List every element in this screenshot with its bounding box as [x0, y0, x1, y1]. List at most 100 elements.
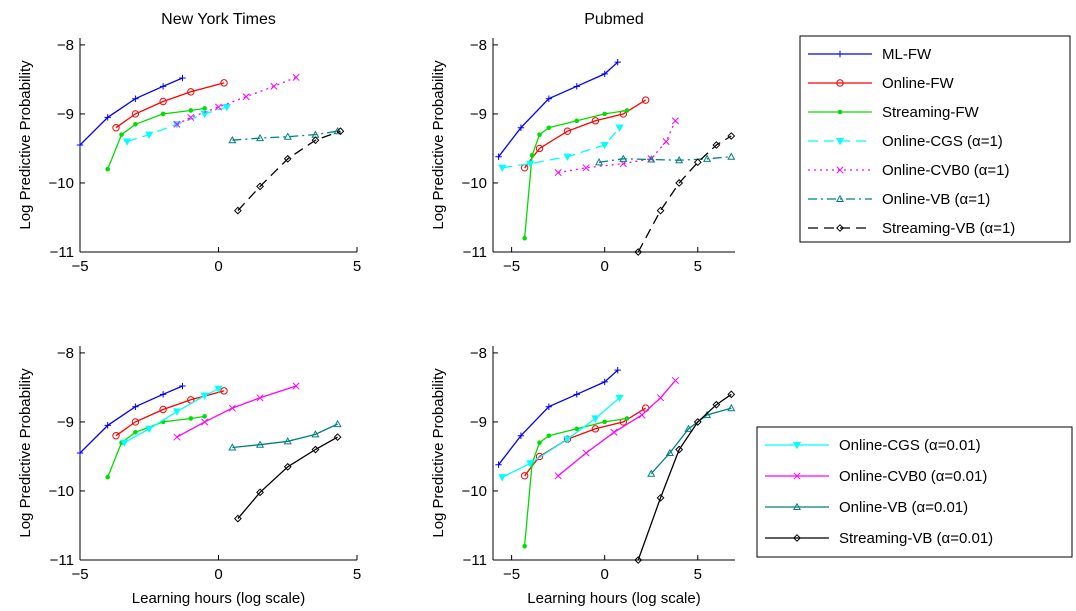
y-tick-label: −11 — [463, 244, 487, 261]
data-point — [188, 108, 194, 113]
data-point — [727, 152, 736, 160]
series-streaming-fw — [105, 106, 207, 172]
data-point — [656, 394, 665, 402]
data-point — [727, 390, 736, 399]
data-point — [591, 425, 600, 433]
series-line — [523, 417, 628, 547]
data-point — [112, 124, 120, 132]
legend-box — [756, 426, 1073, 558]
data-point — [712, 141, 721, 149]
series-line — [115, 390, 225, 437]
data-point — [123, 138, 132, 146]
data-point — [498, 164, 507, 173]
chart-title: New York Times — [161, 11, 276, 28]
data-point — [641, 404, 650, 412]
series-line — [237, 130, 341, 212]
legend-marker — [793, 472, 801, 480]
legend-marker — [837, 109, 843, 115]
y-axis-label: Log Predictive Probability — [17, 368, 34, 538]
data-point — [233, 206, 242, 215]
legend-label: Online-VB (α=0.01) — [839, 499, 968, 516]
data-point — [76, 141, 84, 149]
data-point — [675, 179, 684, 187]
series-online-cvb0-0-01 — [173, 382, 300, 441]
series-online-cgs-1 — [498, 124, 624, 173]
legend-marker — [836, 79, 844, 87]
series-line — [79, 385, 183, 454]
data-point — [619, 154, 628, 162]
data-point — [522, 543, 527, 549]
y-tick-label: −11 — [463, 552, 487, 569]
y-tick-label: −9 — [470, 106, 487, 123]
data-point — [563, 153, 572, 161]
data-point — [112, 432, 120, 440]
data-point — [187, 88, 195, 96]
legend-box — [799, 35, 1071, 243]
data-point — [693, 418, 702, 426]
chart-panel-3: −11 −10 −9 −8 −5 0 5 Learning hours (log scale)… — [17, 345, 361, 607]
data-point — [76, 449, 84, 457]
data-point — [601, 70, 608, 78]
data-point — [495, 153, 502, 160]
data-point — [495, 461, 502, 468]
chart-panel-1: −11 −10 −9 −8 −5 0 5 New York Times Log Predicti… — [17, 11, 361, 275]
data-point — [119, 132, 124, 137]
data-point — [545, 403, 553, 410]
data-point — [624, 108, 630, 113]
legend-label: ML-FW — [882, 46, 932, 63]
data-point — [537, 132, 542, 137]
x-tick-label: 0 — [601, 258, 609, 275]
x-axis-label: Learning hours (log scale) — [527, 590, 700, 607]
y-tick-label: −9 — [57, 106, 74, 123]
data-point — [283, 437, 292, 445]
legend-entry-online-cgs-1: Online-CGS (α=1) — [808, 133, 1003, 150]
data-point — [132, 403, 139, 410]
data-point — [546, 433, 552, 439]
data-point — [283, 132, 292, 140]
data-point — [333, 433, 342, 442]
data-point — [526, 160, 535, 168]
series-line — [498, 369, 619, 466]
data-point — [214, 385, 223, 394]
y-axis-label: Log Predictive Probability — [17, 60, 34, 230]
series-line — [650, 407, 732, 475]
data-point — [671, 376, 679, 385]
data-point — [546, 125, 552, 131]
data-point — [545, 95, 553, 102]
x-tick-label: 5 — [694, 566, 702, 583]
series-line — [107, 107, 205, 170]
chart-panel-4: −11 −10 −9 −8 −5 0 5 Learning hours (log scale)… — [430, 345, 736, 607]
data-point — [256, 440, 265, 448]
data-point — [214, 103, 223, 111]
y-tick-label: −10 — [49, 175, 74, 192]
y-axis-label: Log Predictive Probability — [430, 368, 447, 538]
data-point — [179, 74, 186, 82]
data-point — [173, 120, 181, 128]
series-online-cgs-0-01 — [498, 394, 624, 482]
legend-marker — [793, 534, 801, 542]
data-point — [172, 408, 181, 416]
data-point — [526, 460, 535, 468]
data-point — [615, 124, 624, 132]
data-point — [647, 155, 656, 163]
y-tick-label: −11 — [50, 552, 74, 569]
data-point — [159, 391, 167, 398]
series-line — [232, 423, 338, 449]
data-point — [179, 382, 186, 390]
series-line — [637, 135, 732, 253]
data-point — [131, 418, 140, 426]
series-line — [115, 82, 225, 129]
legend-marker — [792, 502, 802, 511]
chart-panel-2: −11 −10 −9 −8 −5 0 5 Pubmed Log Predictive Proba… — [430, 11, 736, 275]
data-point — [256, 133, 265, 142]
y-tick-label: −8 — [57, 37, 74, 54]
series-streaming-fw — [522, 108, 630, 241]
series-line — [176, 385, 297, 438]
data-point — [675, 155, 684, 164]
series-line — [637, 393, 732, 561]
legend-label: Online-CGS (α=0.01) — [839, 437, 981, 454]
data-point — [159, 97, 167, 106]
legend-marker — [836, 224, 844, 232]
data-point — [634, 556, 643, 564]
series-line — [79, 77, 183, 146]
